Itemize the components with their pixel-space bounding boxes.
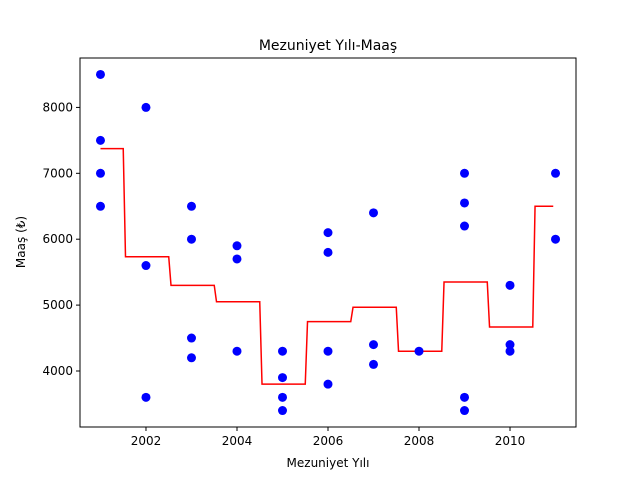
data-point	[551, 168, 561, 178]
data-point	[95, 201, 105, 211]
data-point	[278, 346, 287, 356]
data-point	[460, 406, 470, 416]
data-point	[505, 280, 515, 290]
data-point	[95, 135, 105, 145]
data-point	[460, 168, 470, 178]
data-point	[141, 392, 151, 402]
data-point	[460, 221, 470, 231]
data-point	[95, 168, 105, 178]
plot-area	[95, 69, 561, 416]
x-tick-label: 2006	[313, 434, 344, 448]
y-tick-label: 5000	[42, 298, 73, 312]
data-point	[232, 254, 242, 264]
fit-line	[100, 147, 554, 385]
chart-title: Mezuniyet Yılı-Maaş	[259, 38, 397, 54]
y-tick-label: 7000	[42, 166, 73, 180]
y-axis-title: Maaş (₺)	[14, 216, 28, 268]
data-point	[186, 234, 196, 244]
data-point	[278, 392, 287, 402]
data-point	[186, 333, 196, 343]
data-point	[323, 379, 333, 389]
data-point	[186, 353, 196, 363]
data-point	[369, 340, 378, 350]
data-point	[414, 346, 424, 356]
data-point	[323, 228, 333, 238]
x-tick-label: 2004	[222, 434, 253, 448]
data-point	[369, 208, 378, 218]
data-point	[460, 392, 470, 402]
y-tick-label: 6000	[42, 232, 73, 246]
data-point	[278, 406, 287, 416]
data-point	[278, 373, 287, 383]
data-point	[141, 261, 151, 271]
y-tick-label: 8000	[42, 100, 73, 114]
data-point	[505, 346, 515, 356]
x-axis-title: Mezuniyet Yılı	[287, 456, 370, 470]
data-point	[95, 69, 105, 79]
data-point	[505, 340, 515, 350]
data-point	[323, 346, 333, 356]
data-point	[141, 102, 151, 112]
axes: 2002 2004 2006 2008 2010 4000 5000 6000 7000 8000	[42, 57, 577, 448]
data-point	[232, 241, 242, 251]
data-point	[232, 346, 242, 356]
x-tick-label: 2002	[131, 434, 162, 448]
data-point	[369, 359, 378, 369]
x-tick-label: 2010	[495, 434, 526, 448]
data-point	[323, 247, 333, 257]
data-point	[186, 201, 196, 211]
data-point	[460, 198, 470, 208]
y-tick-label: 4000	[42, 364, 73, 378]
data-point	[551, 234, 561, 244]
x-tick-label: 2008	[404, 434, 435, 448]
